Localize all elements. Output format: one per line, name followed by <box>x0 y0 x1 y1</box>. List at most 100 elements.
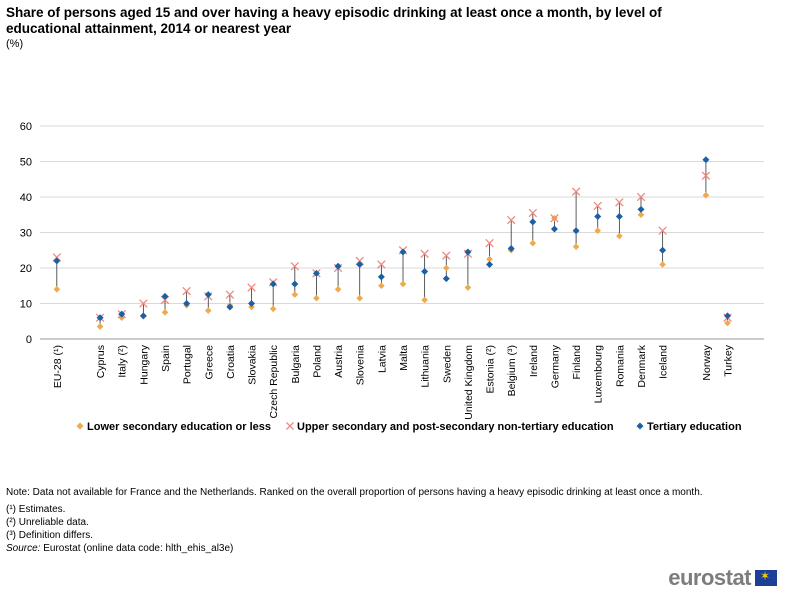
point-lower-secondary <box>399 280 407 288</box>
legend-label: Tertiary education <box>647 421 742 433</box>
point-upper-secondary <box>52 253 62 262</box>
point-lower-secondary <box>378 282 385 290</box>
point-lower-secondary <box>637 211 645 219</box>
point-upper-secondary <box>355 256 364 266</box>
point-tertiary <box>550 225 558 233</box>
x-tick-label: Lithuania <box>420 345 432 388</box>
x-tick-label: Latvia <box>376 345 388 373</box>
chart-title: Share of persons aged 15 and over having… <box>6 5 662 36</box>
point-tertiary <box>377 273 385 281</box>
x-tick-label: Norway <box>701 344 713 380</box>
x-tick-label: Croatia <box>225 345 237 379</box>
y-tick-label: 30 <box>20 228 32 240</box>
x-tick-label: Poland <box>311 345 323 378</box>
y-tick-label: 40 <box>20 192 32 204</box>
x-tick-label: Portugal <box>182 345 194 384</box>
point-lower-secondary <box>204 307 212 314</box>
point-tertiary <box>615 213 623 221</box>
legend-label: Lower secondary education or less <box>87 421 271 433</box>
point-upper-secondary <box>636 192 646 202</box>
point-lower-secondary <box>334 286 342 293</box>
point-upper-secondary <box>550 214 559 223</box>
point-upper-secondary <box>160 295 170 305</box>
point-tertiary <box>356 260 364 268</box>
note-text: Note: Data not available for France and … <box>6 487 703 498</box>
point-tertiary <box>291 280 299 288</box>
point-tertiary <box>248 300 256 307</box>
point-lower-secondary <box>486 255 493 263</box>
point-upper-secondary <box>658 226 667 235</box>
point-tertiary <box>183 300 191 307</box>
point-upper-secondary <box>377 260 386 269</box>
point-upper-secondary <box>485 238 494 248</box>
point-upper-secondary <box>571 187 581 196</box>
x-tick-label: United Kingdom <box>463 345 475 420</box>
point-upper-secondary <box>182 286 191 296</box>
point-tertiary <box>334 262 342 270</box>
eurostat-logo: eurostat <box>668 565 777 591</box>
x-tick-label: Cyprus <box>95 345 107 378</box>
point-tertiary <box>269 280 277 288</box>
source-text: Eurostat (online data code: hlth_ehis_al… <box>40 543 234 554</box>
x-tick-label: Spain <box>160 345 172 372</box>
eu-flag-icon <box>755 569 777 586</box>
point-lower-secondary <box>702 191 710 199</box>
logo-text: eurostat <box>668 565 751 590</box>
point-tertiary <box>139 312 147 320</box>
x-tick-label: Bulgaria <box>290 345 302 384</box>
point-lower-secondary <box>118 314 126 321</box>
point-tertiary <box>659 246 667 254</box>
footnote-unreliable: (²) Unreliable data. <box>6 517 89 528</box>
legend-label: Upper secondary and post-secondary non-t… <box>297 421 614 433</box>
source-line: Source: Eurostat (online data code: hlth… <box>6 542 776 555</box>
point-upper-secondary <box>247 283 256 292</box>
point-lower-secondary <box>96 323 104 330</box>
point-tertiary <box>594 213 602 221</box>
point-lower-secondary <box>248 303 255 311</box>
y-tick-label: 50 <box>20 157 32 169</box>
x-tick-label: Estonia (²) <box>485 345 497 393</box>
x-tick-label: Romania <box>614 345 626 387</box>
point-lower-secondary <box>269 305 277 313</box>
point-lower-secondary <box>724 319 731 327</box>
x-tick-label: EU-28 (¹) <box>52 345 64 388</box>
point-tertiary <box>637 205 645 213</box>
legend-marker-lower <box>76 422 84 430</box>
x-tick-label: Greece <box>203 345 215 380</box>
point-tertiary <box>312 269 320 277</box>
point-upper-secondary <box>506 215 516 225</box>
x-tick-label: Denmark <box>636 344 648 387</box>
source-label: Source: <box>6 543 41 554</box>
point-tertiary <box>507 244 515 252</box>
point-tertiary <box>464 248 472 256</box>
x-tick-label: Slovenia <box>355 345 367 385</box>
point-tertiary <box>118 310 126 318</box>
y-tick-label: 60 <box>20 121 32 133</box>
point-lower-secondary <box>464 284 472 291</box>
point-upper-secondary <box>290 261 300 271</box>
point-upper-secondary <box>615 198 624 207</box>
point-tertiary <box>529 218 537 226</box>
legend-marker-tertiary <box>636 422 644 430</box>
point-tertiary <box>702 156 710 164</box>
point-tertiary <box>442 275 450 283</box>
point-lower-secondary <box>572 243 580 250</box>
point-lower-secondary <box>291 291 299 298</box>
x-tick-label: Germany <box>549 344 561 388</box>
x-tick-label: Italy (²) <box>117 345 129 378</box>
footnote-estimates: (¹) Estimates. <box>6 504 66 515</box>
y-tick-label: 20 <box>20 263 32 275</box>
x-tick-label: Hungary <box>138 344 150 384</box>
point-tertiary <box>724 312 732 320</box>
point-lower-secondary <box>161 309 169 316</box>
notes-block: Note: Data not available for France and … <box>6 486 776 555</box>
x-tick-label: Turkey <box>723 344 735 376</box>
y-tick-label: 10 <box>20 299 32 311</box>
point-upper-secondary <box>139 299 148 308</box>
x-tick-label: Ireland <box>528 345 540 377</box>
point-upper-secondary <box>528 208 538 218</box>
point-upper-secondary <box>593 201 602 211</box>
legend-marker-upper <box>286 422 294 430</box>
point-tertiary <box>161 292 169 300</box>
x-tick-label: Slovakia <box>247 345 259 385</box>
